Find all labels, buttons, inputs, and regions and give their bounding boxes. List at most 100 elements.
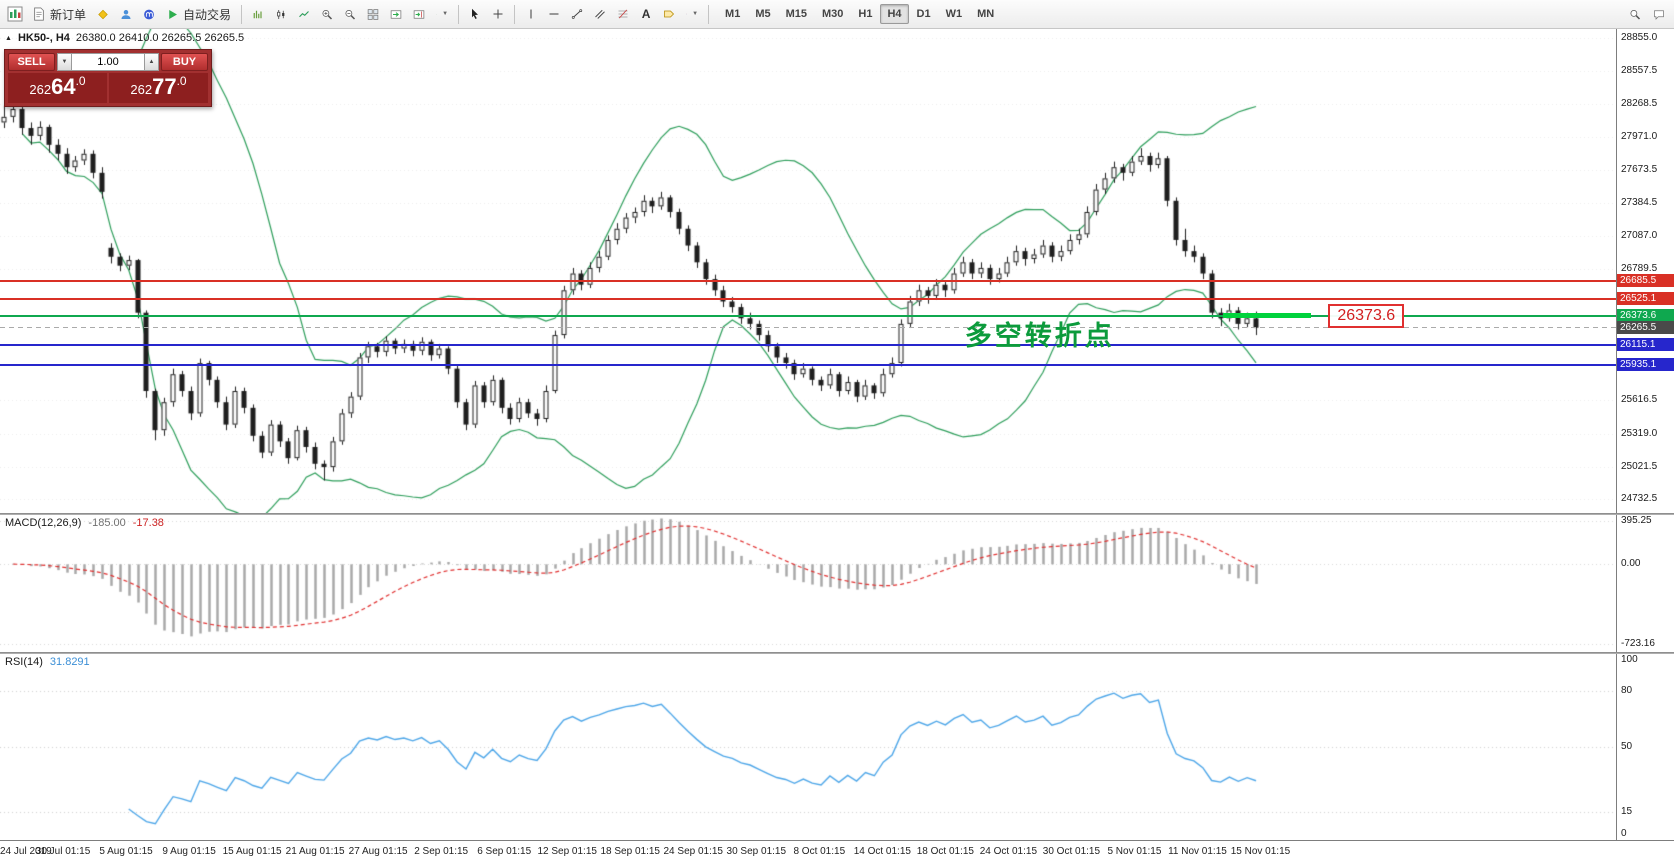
y-axis-tick: 25319.0: [1621, 427, 1658, 439]
fibonacci-tool-button[interactable]: [612, 3, 634, 26]
autotrading-play-icon: [169, 9, 177, 19]
volume-control: ▼ ▲: [57, 53, 159, 71]
new-order-icon: [34, 7, 44, 21]
time-axis-label: 2 Sep 01:15: [414, 846, 469, 857]
timeframe-m15[interactable]: M15: [779, 4, 814, 24]
y-axis-tick: 27673.5: [1621, 164, 1658, 176]
timeframe-mn[interactable]: MN: [970, 4, 1001, 24]
rsi-axis-tick: 15: [1621, 806, 1633, 818]
rsi-axis-tick: 80: [1621, 685, 1633, 697]
buy-price-display[interactable]: 26277.0: [109, 73, 208, 103]
y-axis-tick: 25616.5: [1621, 394, 1658, 406]
shapes-tool-button[interactable]: ▼: [681, 3, 703, 26]
vertical-line-tool-button[interactable]: [520, 3, 542, 26]
sell-price-pips: 64: [51, 74, 76, 99]
time-axis-label: 30 Sep 01:15: [726, 846, 787, 857]
rsi-axis-tick: 0: [1621, 828, 1627, 839]
macd-main-value: -185.00: [88, 517, 126, 529]
price-axis[interactable]: 28855.0 28557.5 28268.5 27971.0 27673.5 27384…: [1616, 29, 1674, 513]
timeframe-group: M1 M5 M15 M30 H1 H4 D1 W1 MN: [718, 4, 1001, 24]
timeframe-h4[interactable]: H4: [880, 4, 909, 24]
y-axis-tick: 28268.5: [1621, 97, 1658, 109]
time-axis-label: 24 Jul 2019: [0, 846, 52, 857]
indicators-caret-icon: ▼: [442, 11, 449, 17]
buy-button[interactable]: BUY: [161, 53, 208, 71]
label-tool-button[interactable]: [658, 3, 680, 26]
bar-chart-button[interactable]: [247, 3, 269, 26]
tile-windows-button[interactable]: [362, 3, 384, 26]
time-axis-labels: 24 Jul 2019 30 Jul 01:15 5 Aug 01:15 9 Aug …: [0, 841, 1616, 863]
time-axis[interactable]: 24 Jul 2019 30 Jul 01:15 5 Aug 01:15 9 Aug …: [0, 840, 1674, 863]
crosshair-button[interactable]: [487, 3, 509, 26]
text-tool-button[interactable]: A: [635, 3, 657, 26]
zoom-out-button[interactable]: [339, 3, 361, 26]
macd-signal-value: -17.38: [132, 517, 164, 529]
indicators-button[interactable]: ▼: [431, 3, 453, 26]
volume-increase-button[interactable]: ▲: [144, 53, 159, 71]
volume-input[interactable]: [72, 53, 144, 71]
new-order-button[interactable]: 新订单: [27, 3, 91, 26]
autotrading-button[interactable]: 自动交易: [161, 3, 236, 26]
rsi-chart-canvas[interactable]: [0, 654, 1616, 840]
rsi-axis-tick: 50: [1621, 741, 1633, 752]
collapse-marker-icon[interactable]: ▲: [5, 34, 12, 42]
timeframe-m30[interactable]: M30: [815, 4, 850, 24]
mql5-market-button[interactable]: [92, 3, 114, 26]
profile-button[interactable]: [115, 3, 137, 26]
auto-scroll-button[interactable]: [385, 3, 407, 26]
timeframe-w1[interactable]: W1: [939, 4, 970, 24]
zoom-in-button[interactable]: [316, 3, 338, 26]
time-axis-label: 12 Sep 01:15: [537, 846, 597, 857]
line-chart-icon: [299, 10, 309, 17]
horizontal-line-tool-button[interactable]: [543, 3, 565, 26]
chat-button[interactable]: [1648, 3, 1670, 26]
candlestick-chart-canvas[interactable]: [0, 29, 1616, 513]
macd-axis[interactable]: 395.25 0.00 -723.16: [1616, 515, 1674, 652]
channel-tool-button[interactable]: [589, 3, 611, 26]
search-button[interactable]: [1624, 3, 1646, 26]
price-callout-label[interactable]: 26373.6: [1328, 303, 1405, 328]
timeframe-m5[interactable]: M5: [748, 4, 777, 24]
horizontal-line-icon: [549, 13, 559, 15]
rsi-name: RSI(14): [5, 656, 43, 668]
panel-splitter[interactable]: [0, 652, 1674, 654]
turning-point-annotation[interactable]: 多空转折点: [964, 320, 1115, 351]
toolbar-right-group: [1624, 3, 1670, 26]
y-axis-tick: 27087.0: [1621, 229, 1658, 241]
macd-plot[interactable]: MACD(12,26,9) -185.00 -17.38: [0, 515, 1616, 652]
price-tag: 26373.6: [1617, 309, 1674, 323]
time-axis-label: 8 Oct 01:15: [793, 846, 846, 857]
support-highlight-segment[interactable]: [1223, 313, 1311, 319]
time-axis-label: 24 Oct 01:15: [979, 846, 1038, 857]
volume-decrease-button[interactable]: ▼: [57, 53, 72, 71]
label-icon: [664, 10, 675, 18]
cursor-button[interactable]: [464, 3, 486, 26]
one-click-trading-panel: SELL ▼ ▲ BUY 26264.0 26277.0: [4, 49, 212, 107]
toolbar-separator: [241, 4, 243, 24]
sell-price-display[interactable]: 26264.0: [8, 73, 107, 103]
rsi-plot[interactable]: RSI(14) 31.8291: [0, 654, 1616, 840]
line-chart-button[interactable]: [293, 3, 315, 26]
sell-button[interactable]: SELL: [8, 53, 55, 71]
timeframe-h1[interactable]: H1: [851, 4, 879, 24]
panel-splitter[interactable]: [0, 513, 1674, 515]
vertical-line-icon: [530, 9, 532, 19]
macd-name: MACD(12,26,9): [5, 517, 82, 529]
macd-chart-canvas[interactable]: [0, 515, 1616, 652]
zoom-in-icon: [322, 9, 333, 20]
y-axis-tick: 28557.5: [1621, 65, 1658, 77]
chart-shift-button[interactable]: [408, 3, 430, 26]
buy-price-pips: 77: [152, 74, 177, 99]
candlestick-chart-button[interactable]: [270, 3, 292, 26]
metaquotes-button[interactable]: [138, 3, 160, 26]
timeframe-m1[interactable]: M1: [718, 4, 747, 24]
rsi-value: 31.8291: [49, 656, 90, 668]
bar-chart-icon: [253, 10, 262, 18]
time-axis-label: 24 Sep 01:15: [663, 846, 724, 857]
timeframe-d1[interactable]: D1: [910, 4, 938, 24]
main-chart-plot[interactable]: ▲ HK50-, H4 26380.0 26410.0 26265.5 2626…: [0, 29, 1616, 513]
trendline-icon: [571, 9, 583, 19]
rsi-axis[interactable]: 100 80 50 15 0: [1616, 654, 1674, 840]
trendline-tool-button[interactable]: [566, 3, 588, 26]
